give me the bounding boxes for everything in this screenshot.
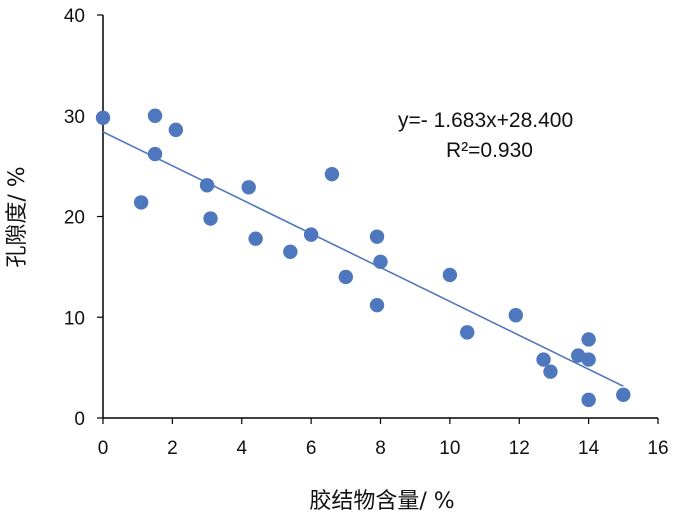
y-tick-label: 30 — [64, 107, 85, 128]
y-axis-title: 孔隙度/ % — [5, 166, 30, 267]
axes — [97, 14, 659, 424]
tick-labels: 0 2 4 6 8 10 12 14 16 0 10 20 30 40 — [64, 6, 669, 459]
equation-label: y=- 1.683x+28.400 — [398, 109, 573, 132]
x-tick-label: 8 — [375, 438, 386, 459]
data-point — [303, 227, 319, 242]
data-point — [338, 269, 354, 285]
data-point — [199, 178, 215, 193]
data-point — [95, 110, 111, 125]
x-axis-title: 胶结物含量/ % — [309, 489, 454, 514]
x-tick-label: 6 — [306, 438, 317, 459]
data-point — [324, 166, 340, 182]
data-point — [369, 297, 385, 313]
y-tick-label: 0 — [74, 409, 85, 430]
data-point — [581, 352, 596, 367]
y-tick-label: 20 — [64, 208, 85, 229]
data-point — [133, 195, 149, 210]
trendline — [102, 131, 624, 387]
data-point — [536, 352, 551, 367]
y-tick-label: 40 — [64, 6, 85, 27]
data-point — [616, 387, 631, 403]
data-point — [442, 267, 458, 283]
data-point — [168, 122, 184, 138]
data-point — [147, 108, 163, 123]
data-point — [508, 308, 523, 323]
data-point — [581, 332, 596, 347]
trendline-group — [102, 131, 624, 387]
x-tick-label: 4 — [236, 438, 247, 459]
data-point — [369, 229, 385, 244]
data-point — [460, 325, 475, 340]
x-tick-label: 0 — [98, 438, 109, 459]
x-tick-label: 14 — [578, 438, 600, 459]
data-point — [241, 180, 256, 195]
data-point — [373, 254, 388, 270]
x-tick-label: 2 — [167, 438, 178, 459]
x-tick-label: 10 — [439, 438, 460, 459]
data-point — [283, 244, 298, 259]
x-tick-label: 16 — [647, 438, 668, 459]
data-points — [95, 108, 631, 408]
data-point — [147, 146, 163, 162]
x-tick-label: 12 — [509, 438, 530, 459]
data-point — [248, 231, 263, 246]
data-point — [581, 392, 596, 408]
data-point — [203, 211, 218, 226]
r-squared-label: R²=0.930 — [446, 139, 533, 162]
y-tick-label: 10 — [64, 308, 85, 329]
data-point — [543, 364, 558, 379]
